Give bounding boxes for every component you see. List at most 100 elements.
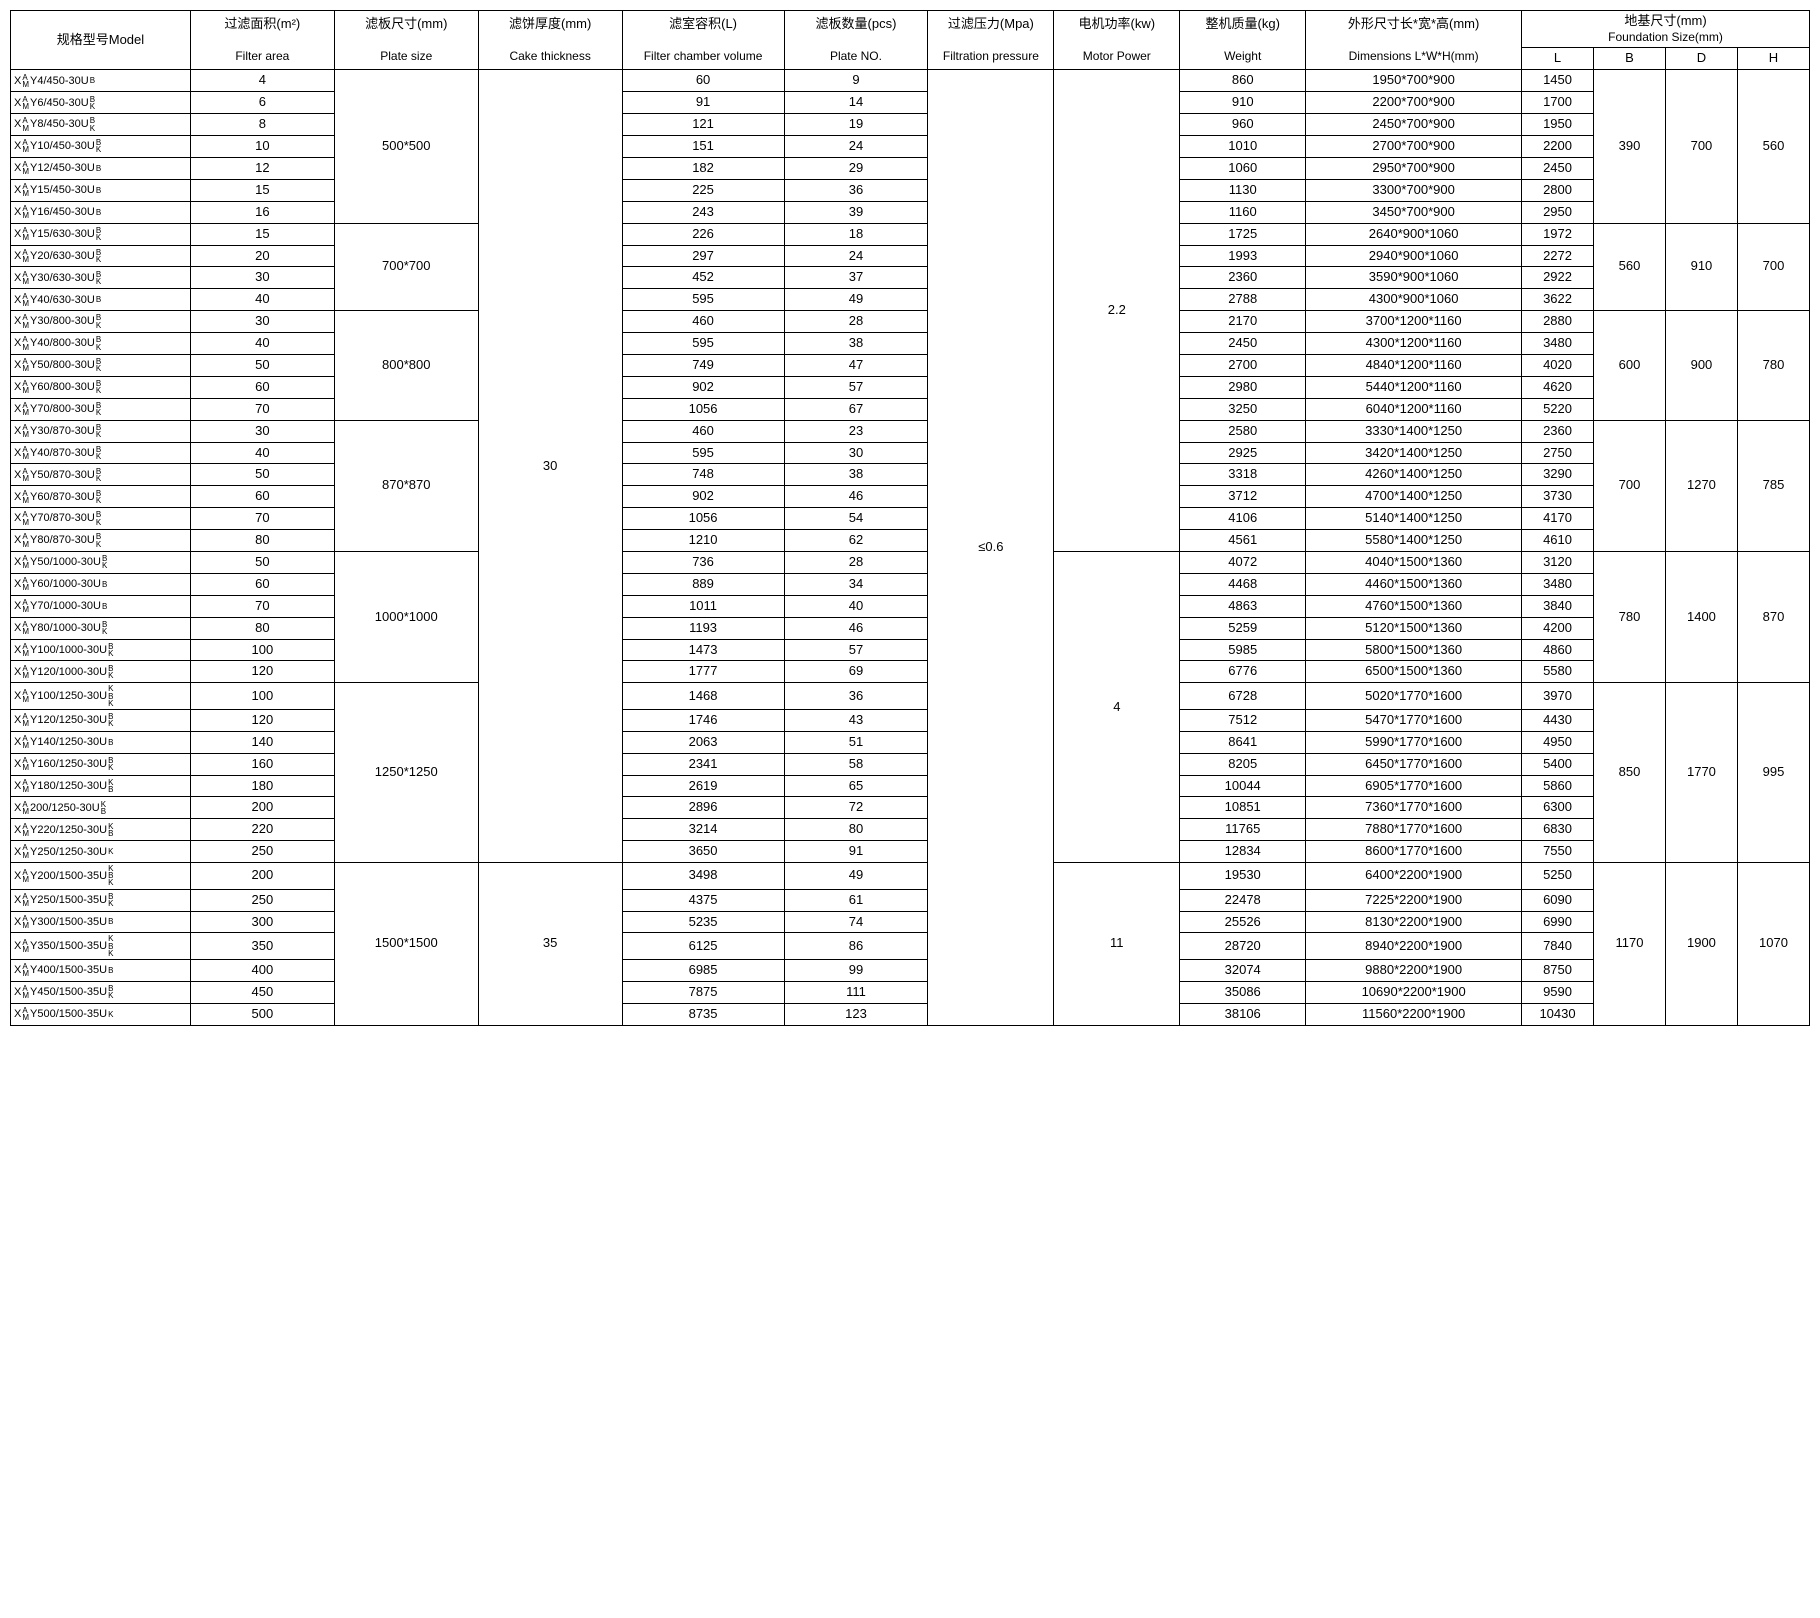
table-row: XAMY50/870-30UBK507483833184260*1400*125…: [11, 464, 1810, 486]
cell-D: 1770: [1665, 683, 1737, 863]
cell-dim: 7360*1770*1600: [1306, 797, 1522, 819]
cell-L: 2450: [1522, 157, 1594, 179]
cell-model: XAMY4/450-30UB: [11, 70, 191, 92]
table-row: XAMY30/800-30UBK30800*8004602821703700*1…: [11, 311, 1810, 333]
cell-filter-area: 500: [190, 1003, 334, 1025]
cell-vol: 595: [622, 289, 784, 311]
cell-filter-area: 70: [190, 595, 334, 617]
table-row: XAMY40/800-30UBK405953824504300*1200*116…: [11, 333, 1810, 355]
cell-model: XAMY80/870-30UBK: [11, 530, 191, 552]
cell-vol: 889: [622, 573, 784, 595]
table-row: XAMY300/1500-35UB300523574255268130*2200…: [11, 911, 1810, 933]
cell-model: XAMY450/1500-35UBK: [11, 981, 191, 1003]
cell-dim: 6040*1200*1160: [1306, 398, 1522, 420]
cell-plate-no: 74: [784, 911, 928, 933]
cell-dim: 4700*1400*1250: [1306, 486, 1522, 508]
cell-vol: 182: [622, 157, 784, 179]
cell-plate-no: 62: [784, 530, 928, 552]
cell-plate-no: 69: [784, 661, 928, 683]
cell-H: 785: [1737, 420, 1809, 551]
cell-model: XAMY140/1250-30UB: [11, 731, 191, 753]
cell-model: XAMY8/450-30UBK: [11, 114, 191, 136]
cell-L: 1950: [1522, 114, 1594, 136]
cell-dim: 3700*1200*1160: [1306, 311, 1522, 333]
cell-weight: 28720: [1180, 933, 1306, 960]
cell-vol: 2896: [622, 797, 784, 819]
cell-filter-area: 60: [190, 376, 334, 398]
cell-filter-area: 160: [190, 753, 334, 775]
table-row: XAMY220/1250-30UKB220321480117657880*177…: [11, 819, 1810, 841]
cell-motor: 2.2: [1054, 70, 1180, 552]
h-filter-area: 过滤面积(m²)Filter area: [190, 11, 334, 70]
cell-filter-area: 200: [190, 863, 334, 890]
cell-plate-no: 49: [784, 289, 928, 311]
cell-plate-no: 43: [784, 709, 928, 731]
table-row: XAMY180/1250-30UKB180261965100446905*177…: [11, 775, 1810, 797]
cell-weight: 38106: [1180, 1003, 1306, 1025]
table-row: XAMY250/1250-30UK250365091128348600*1770…: [11, 841, 1810, 863]
cell-filter-area: 140: [190, 731, 334, 753]
h-plate-size: 滤板尺寸(mm)Plate size: [334, 11, 478, 70]
cell-H: 780: [1737, 311, 1809, 420]
cell-vol: 595: [622, 442, 784, 464]
cell-weight: 1725: [1180, 223, 1306, 245]
cell-model: XAMY20/630-30UBK: [11, 245, 191, 267]
cell-model: XAMY30/870-30UBK: [11, 420, 191, 442]
cell-weight: 10851: [1180, 797, 1306, 819]
cell-dim: 6500*1500*1360: [1306, 661, 1522, 683]
cell-L: 8750: [1522, 960, 1594, 982]
table-row: XAMY40/870-30UBK405953029253420*1400*125…: [11, 442, 1810, 464]
cell-model: XAMY250/1500-35UBK: [11, 889, 191, 911]
cell-weight: 1130: [1180, 179, 1306, 201]
cell-vol: 452: [622, 267, 784, 289]
cell-plate-no: 86: [784, 933, 928, 960]
cell-model: XAMY100/1000-30UBK: [11, 639, 191, 661]
cell-L: 9590: [1522, 981, 1594, 1003]
cell-model: XAMY80/1000-30UBK: [11, 617, 191, 639]
cell-model: XAMY200/1500-35UKBK: [11, 863, 191, 890]
cell-motor: 4: [1054, 551, 1180, 862]
cell-dim: 10690*2200*1900: [1306, 981, 1522, 1003]
cell-D: 1270: [1665, 420, 1737, 551]
cell-L: 5580: [1522, 661, 1594, 683]
cell-vol: 1011: [622, 595, 784, 617]
cell-B: 560: [1594, 223, 1666, 311]
cell-model: XAMY6/450-30UBK: [11, 92, 191, 114]
cell-L: 3120: [1522, 551, 1594, 573]
cell-L: 4020: [1522, 354, 1594, 376]
cell-weight: 2980: [1180, 376, 1306, 398]
cell-vol: 6125: [622, 933, 784, 960]
cell-L: 5250: [1522, 863, 1594, 890]
cell-plate-no: 9: [784, 70, 928, 92]
cell-H: 995: [1737, 683, 1809, 863]
cell-L: 2750: [1522, 442, 1594, 464]
cell-L: 3290: [1522, 464, 1594, 486]
cell-model: XAMY50/1000-30UBK: [11, 551, 191, 573]
h-vol: 滤室容积(L)Filter chamber volume: [622, 11, 784, 70]
cell-L: 4860: [1522, 639, 1594, 661]
cell-dim: 2950*700*900: [1306, 157, 1522, 179]
cell-model: XAMY100/1250-30UKBK: [11, 683, 191, 710]
table-row: XAMY200/1500-35UKBK2001500*1500353498491…: [11, 863, 1810, 890]
cell-weight: 2925: [1180, 442, 1306, 464]
cell-filter-area: 220: [190, 819, 334, 841]
table-row: XAMY12/450-30UB121822910602950*700*90024…: [11, 157, 1810, 179]
cell-model: XAM 200/1250-30UKB: [11, 797, 191, 819]
cell-weight: 3318: [1180, 464, 1306, 486]
cell-weight: 1010: [1180, 136, 1306, 158]
cell-plate-no: 57: [784, 639, 928, 661]
cell-vol: 6985: [622, 960, 784, 982]
cell-dim: 2450*700*900: [1306, 114, 1522, 136]
table-row: XAMY80/1000-30UBK8011934652595120*1500*1…: [11, 617, 1810, 639]
cell-model: XAMY40/800-30UBK: [11, 333, 191, 355]
cell-filter-area: 40: [190, 289, 334, 311]
cell-vol: 1193: [622, 617, 784, 639]
cell-plate-no: 34: [784, 573, 928, 595]
cell-L: 7840: [1522, 933, 1594, 960]
cell-dim: 4300*1200*1160: [1306, 333, 1522, 355]
cell-weight: 19530: [1180, 863, 1306, 890]
cell-dim: 8940*2200*1900: [1306, 933, 1522, 960]
cell-vol: 749: [622, 354, 784, 376]
cell-weight: 2788: [1180, 289, 1306, 311]
table-row: XAMY50/1000-30UBK501000*1000736284407240…: [11, 551, 1810, 573]
